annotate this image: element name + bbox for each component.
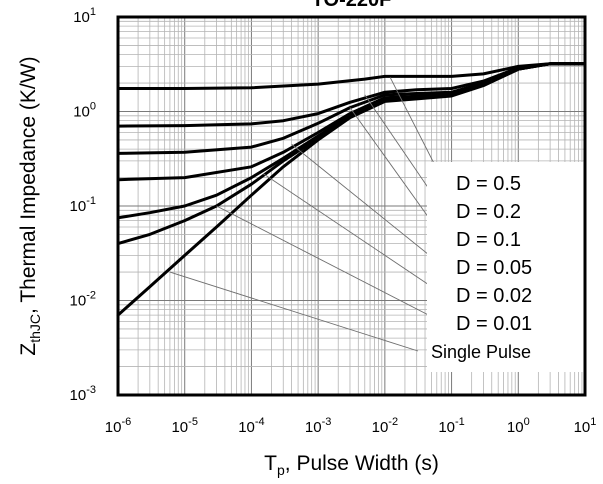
leader-line-5 — [216, 205, 445, 324]
x-tick-label-4: 10-2 — [372, 416, 398, 436]
x-axis-label-main: T — [264, 452, 277, 475]
y-axis-label-sub: thJC — [27, 314, 43, 343]
series-layer — [116, 62, 587, 317]
y-axis-label-main: Z — [17, 343, 40, 356]
leader-line-6 — [169, 271, 419, 352]
tick-label-layer: 10-6 10-5 10-4 10-3 10-2 10-1 100 101 101 100 10-1… — [70, 6, 597, 436]
x-tick-label-6: 100 — [507, 416, 530, 436]
legend-label-3: D = 0.05 — [456, 257, 532, 279]
leader-line-3 — [291, 143, 445, 268]
x-tick-label-7: 101 — [574, 416, 597, 436]
y-axis-label: ZthJC, Thermal Impedance (K/W) — [17, 56, 43, 355]
legend-label-4: D = 0.02 — [456, 285, 532, 307]
legend-label-5: D = 0.01 — [456, 313, 532, 335]
leader-line-4 — [262, 173, 445, 296]
y-tick-label-4: 10-3 — [70, 384, 96, 404]
y-tick-label-3: 10-2 — [70, 290, 96, 310]
legend-label-2: D = 0.1 — [456, 229, 521, 251]
grid-layer — [117, 17, 585, 396]
y-tick-label-0: 101 — [73, 6, 96, 26]
legend-box — [427, 162, 585, 372]
plot-frame — [116, 15, 587, 397]
x-tick-label-1: 10-5 — [171, 416, 197, 436]
x-tick-label-5: 10-1 — [438, 416, 464, 436]
y-tick-label-2: 10-1 — [70, 195, 96, 215]
y-tick-label-1: 100 — [73, 101, 96, 121]
chart-title: TO-220F — [312, 0, 392, 11]
x-tick-label-2: 10-4 — [238, 416, 264, 436]
series-line-6 — [116, 62, 587, 317]
legend-label-1: D = 0.2 — [456, 201, 521, 223]
y-axis-label-rest: , Thermal Impedance (K/W) — [17, 56, 40, 314]
legend-label-0: D = 0.5 — [456, 173, 521, 195]
legend-label-6: Single Pulse — [431, 342, 531, 362]
x-axis-label-sub: p — [277, 462, 285, 478]
x-tick-label-0: 10-6 — [105, 416, 131, 436]
x-axis-label-rest: , Pulse Width (s) — [285, 452, 439, 475]
legend-layer: D = 0.5 D = 0.2 D = 0.1 D = 0.05 D = 0.02 D =… — [431, 173, 532, 362]
x-tick-label-3: 10-3 — [305, 416, 331, 436]
x-axis-label: Tp, Pulse Width (s) — [264, 452, 439, 478]
